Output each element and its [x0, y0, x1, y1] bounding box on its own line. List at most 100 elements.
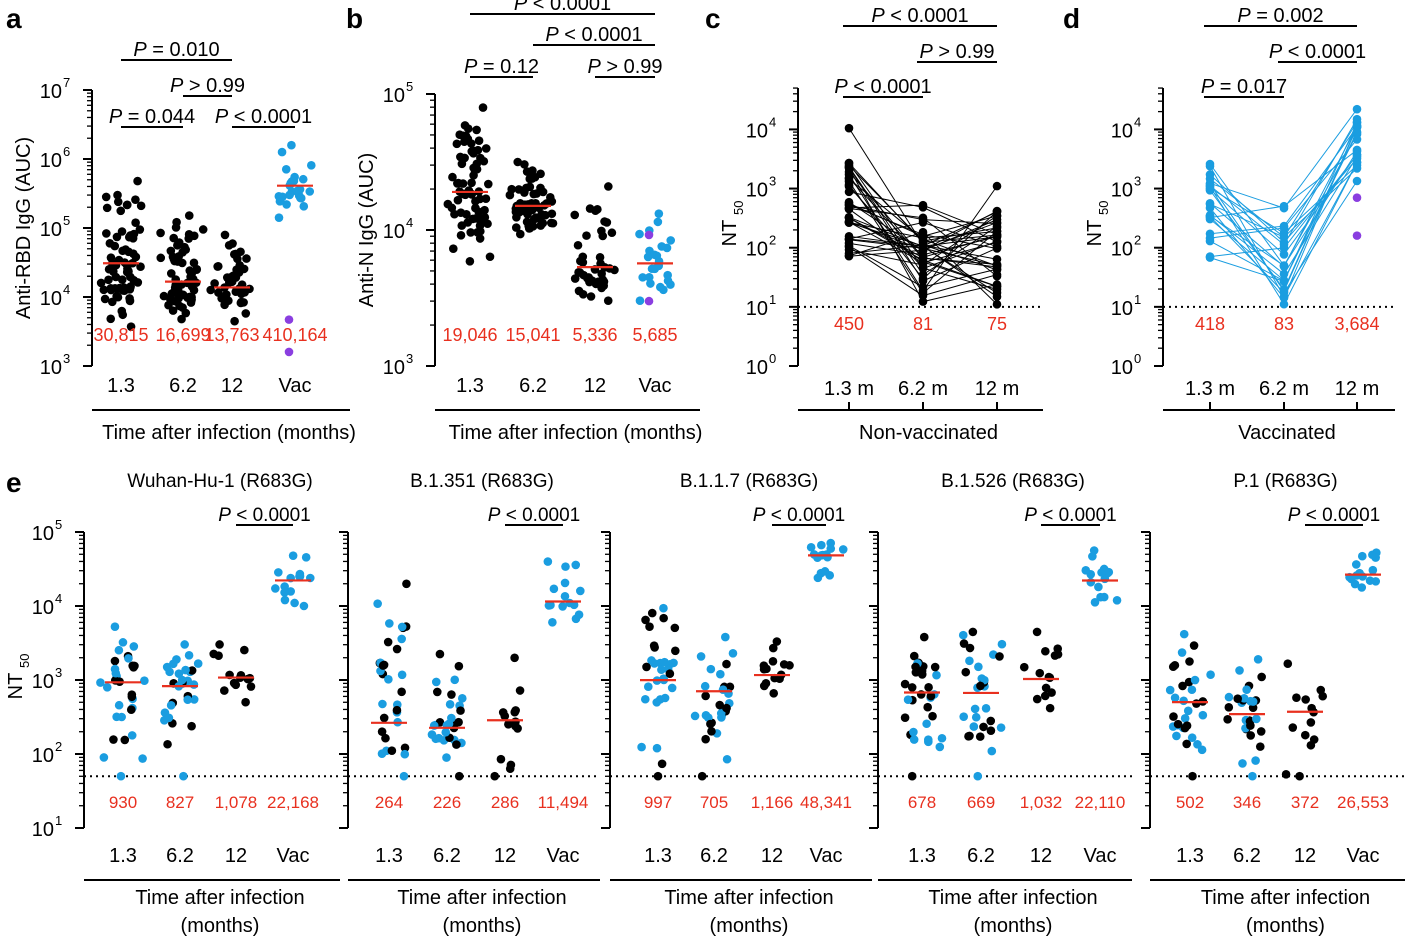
- data-point: [456, 231, 466, 240]
- paired-connector: [1283, 125, 1358, 267]
- panel-title: P.1 (R683G): [1233, 471, 1337, 492]
- data-point: [907, 683, 917, 692]
- data-point: [175, 280, 184, 290]
- p-value-label: P = 0.12: [464, 56, 539, 78]
- data-point: [169, 233, 179, 243]
- data-point: [1235, 666, 1244, 675]
- median-value-label: 669: [967, 793, 995, 812]
- paired-connector: [848, 242, 924, 256]
- data-point: [844, 174, 854, 184]
- data-point: [979, 722, 988, 732]
- data-point: [1088, 552, 1097, 561]
- data-point: [961, 667, 971, 677]
- data-point: [1357, 551, 1367, 561]
- data-point: [110, 622, 120, 632]
- data-point: [457, 221, 467, 230]
- data-point: [654, 209, 664, 218]
- data-point: [96, 678, 105, 687]
- median-value-label: 372: [1291, 793, 1319, 812]
- median-value-label: 450: [834, 314, 864, 334]
- paired-connector: [1283, 180, 1358, 293]
- data-point: [844, 158, 854, 168]
- y-tick-exponent: 6: [63, 144, 70, 159]
- y-tick-exponent: 4: [1134, 114, 1141, 129]
- data-point: [1193, 740, 1202, 749]
- paired-connector: [922, 211, 998, 247]
- data-point: [133, 176, 142, 186]
- paired-connector: [922, 217, 998, 277]
- p-value-label: P = 0.010: [133, 39, 219, 61]
- data-point: [111, 668, 121, 678]
- data-point: [220, 686, 229, 695]
- data-point: [525, 223, 535, 233]
- data-point: [511, 717, 520, 727]
- data-point: [992, 264, 1002, 274]
- data-point: [156, 228, 165, 238]
- panel-e5: P.1 (R683G) 1.3 6.2 12 Vac Time after infecti…: [1141, 471, 1405, 937]
- data-point: [170, 296, 180, 306]
- data-point: [1256, 727, 1266, 736]
- p-value-bracket: P > 0.99: [587, 56, 663, 78]
- y-tick-exponent: 4: [55, 591, 62, 606]
- data-point: [1112, 595, 1122, 605]
- data-point: [402, 579, 411, 589]
- data-point: [505, 764, 515, 774]
- data-point: [377, 727, 387, 736]
- data-point: [659, 613, 668, 623]
- data-point: [578, 258, 588, 267]
- data-point: [129, 642, 139, 651]
- data-point: [1368, 565, 1378, 575]
- paired-connector: [1283, 139, 1358, 229]
- data-point: [131, 195, 140, 204]
- x-tick-label: Vac: [279, 375, 312, 397]
- data-point: [923, 702, 932, 712]
- data-point: [397, 634, 406, 644]
- p-value-bracket: P = 0.12: [464, 56, 539, 78]
- data-point: [187, 721, 196, 731]
- p-value-bracket: P < 0.0001: [470, 0, 655, 15]
- data-point: [779, 660, 789, 669]
- paired-connector: [1283, 126, 1358, 292]
- data-point: [400, 749, 410, 759]
- data-point: [122, 200, 132, 210]
- data-point: [1104, 567, 1114, 577]
- data-point: [959, 712, 969, 721]
- data-point: [1351, 560, 1361, 569]
- data-point: [136, 262, 145, 271]
- data-point: [480, 212, 490, 222]
- data-point: [992, 218, 1002, 227]
- y-tick-exponent: 3: [55, 665, 62, 680]
- data-point: [214, 288, 223, 297]
- data-point: [721, 632, 730, 642]
- data-point: [448, 172, 457, 182]
- y-tick-label: 10: [32, 523, 54, 545]
- median-value-label: 678: [908, 793, 936, 812]
- data-point: [924, 683, 933, 692]
- data-point: [383, 637, 393, 647]
- data-point: [136, 201, 146, 211]
- y-tick-exponent: 5: [55, 517, 62, 532]
- data-point: [1192, 699, 1201, 708]
- data-point: [1090, 598, 1100, 607]
- x-tick-label: 1.3: [1176, 845, 1204, 867]
- data-point: [105, 238, 115, 248]
- data-point: [452, 139, 462, 149]
- data-point: [109, 735, 118, 744]
- data-point: [515, 686, 525, 695]
- panel-title: B.1.1.7 (R683G): [680, 471, 818, 492]
- p-value-bracket: P > 0.99: [917, 41, 997, 63]
- data-point: [178, 247, 187, 257]
- paired-connector: [922, 267, 998, 290]
- data-point: [541, 210, 550, 220]
- data-point: [1292, 693, 1301, 702]
- x-tick-label: 12: [225, 845, 247, 867]
- y-tick-exponent: 1: [1134, 292, 1141, 307]
- data-point: [127, 690, 137, 699]
- x-tick-label: 6.2: [519, 375, 547, 397]
- p-value-bracket: P < 0.0001: [843, 5, 997, 27]
- data-point: [287, 140, 296, 150]
- data-point: [1169, 712, 1178, 721]
- x-tick-label: 6.2: [169, 375, 197, 397]
